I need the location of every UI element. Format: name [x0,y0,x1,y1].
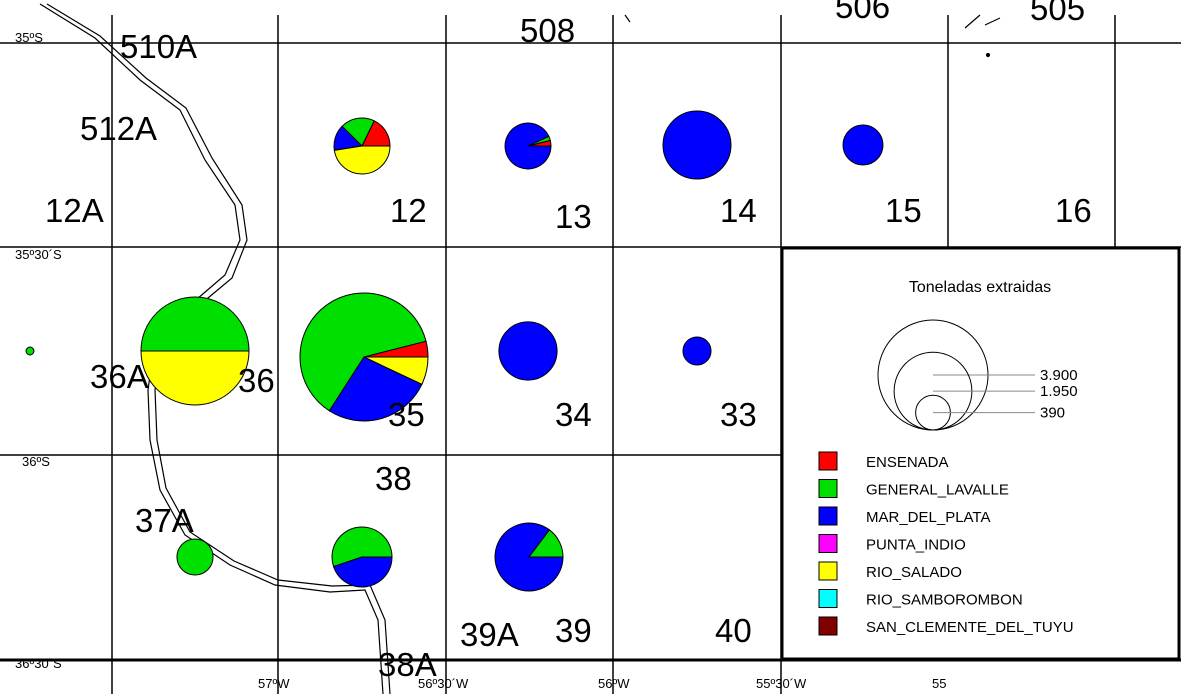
cell-label: 36A [90,358,149,395]
legend-swatch [818,534,838,553]
legend-swatch [818,451,838,471]
pie [682,336,712,366]
cell-label: 16 [1055,192,1092,229]
legend-swatch [818,479,838,498]
lon-label: 57ºW [258,676,290,691]
cell-label: 505 [1030,0,1085,27]
lat-label: 35º30´S [15,247,62,262]
cell-label: 39A [460,616,519,653]
cell-label: 38 [375,460,412,497]
lon-label: 55º30´W [756,676,807,691]
lat-label: 36º30´S [15,656,62,671]
pie-slice [682,336,712,366]
legend-label: RIO_SALADO [866,564,962,581]
islet [985,52,991,58]
cell-label: 12A [45,192,104,229]
cell-label: 35 [388,396,425,433]
pie-slice [332,556,393,588]
pie-slice [498,321,558,381]
legend-label: RIO_SAMBOROMBON [866,592,1023,609]
lat-label: 35ºS [15,30,43,45]
pie-slice [363,356,429,385]
cell-label: 15 [885,192,922,229]
size-label: 1.950 [1040,383,1078,400]
pie-slice [328,356,423,422]
legend-label: SAN_CLEMENTE_DEL_TUYU [866,619,1074,636]
coast-fragment [624,14,631,23]
cell-label: 506 [835,0,890,25]
cell-label: 508 [520,12,575,49]
pie [842,124,884,166]
legend-swatch [818,561,838,581]
pie [25,346,35,356]
legend-swatch [818,589,838,608]
legend-label: ENSENADA [866,454,949,471]
lat-label: 36ºS [22,454,50,469]
cell-label: 12 [390,192,427,229]
legend-swatch [818,506,838,526]
pie [299,292,429,422]
pie [494,522,564,592]
cell-label: 13 [555,198,592,235]
legend-label: MAR_DEL_PLATA [866,509,991,526]
legend-swatch [818,616,838,636]
cell-label: 37A [135,502,194,539]
coast-fragment [964,14,1001,29]
pie [333,117,391,175]
cell-label: 38A [378,646,437,683]
size-label: 390 [1040,405,1065,422]
lon-label: 56º30´W [418,676,469,691]
pie [662,110,732,180]
cell-label: 36 [238,362,275,399]
cell-label: 34 [555,396,592,433]
pie-slice [662,110,732,180]
legend-label: PUNTA_INDIO [866,537,966,554]
pie-slice [494,522,564,592]
pie-slice [842,124,884,166]
pie-slice [333,145,391,175]
cell-label: 40 [715,612,752,649]
cell-label: 14 [720,192,757,229]
pie [176,538,214,576]
pie-slice [140,296,250,352]
legend-box [780,246,1181,661]
size-label: 3.900 [1040,367,1078,384]
pie [504,122,552,170]
legend-title: Toneladas extraidas [909,279,1051,296]
pie [140,296,250,406]
pie-slice [176,538,214,576]
pie [498,321,558,381]
pie-slice [299,292,427,412]
legend-label: GENERAL_LAVALLE [866,482,1009,499]
pie-slice [25,346,35,356]
pie [331,526,393,588]
pie-slice [504,122,552,170]
pie-slice [140,350,250,406]
label-layer: 510A 508 506 505 512A 12A 12 13 14 15 16 36A 36 35 34 3… [15,0,1092,691]
cell-label: 39 [555,612,592,649]
lon-label: 56ºW [598,676,630,691]
cell-label: 33 [720,396,757,433]
lon-label: 55 [932,676,946,691]
cell-label: 512A [80,110,157,147]
cell-label: 510A [120,28,197,65]
pie-layer [25,110,884,592]
